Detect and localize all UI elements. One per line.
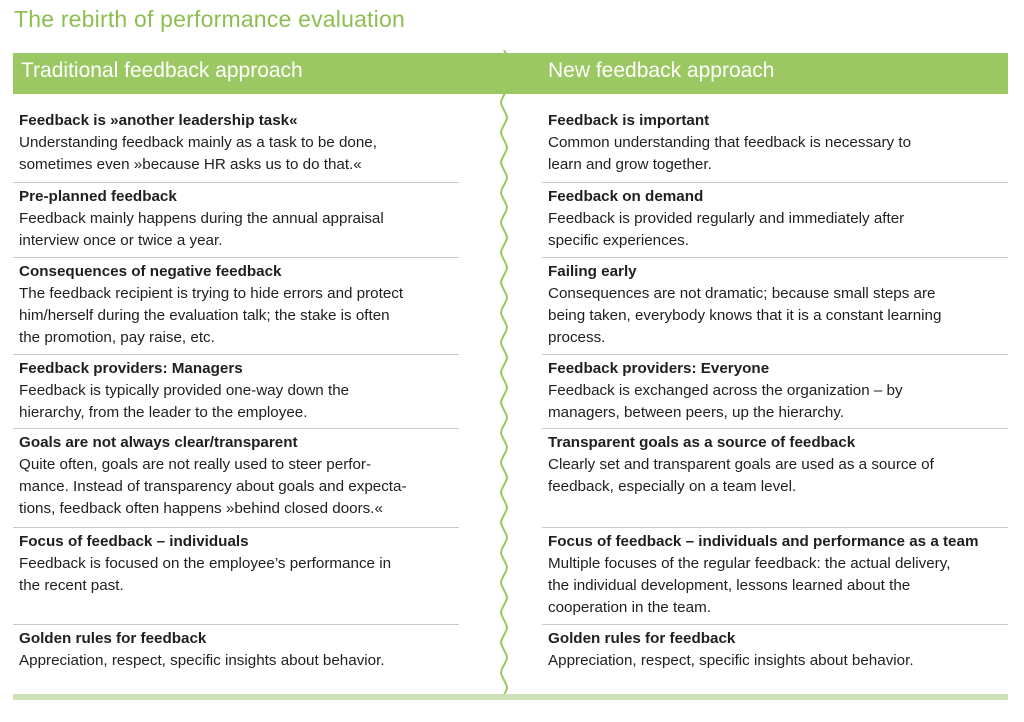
row-divider <box>13 624 459 625</box>
row-divider <box>13 527 459 528</box>
right-item-body: Appreciation, respect, specific insights… <box>548 652 914 669</box>
row-divider <box>13 182 459 183</box>
right-item-heading: Feedback is important <box>548 112 710 129</box>
left-item-heading: Pre-planned feedback <box>19 188 177 205</box>
right-item-2: Feedback on demand Feedback is provided … <box>542 186 1008 252</box>
right-item-heading: Transparent goals as a source of feedbac… <box>548 434 856 451</box>
row-divider <box>542 428 1008 429</box>
left-item-body: Quite often, goals are not really used t… <box>19 456 407 517</box>
left-item-body: Feedback is typically provided one-way d… <box>19 382 350 421</box>
left-item-7: Golden rules for feedback Appreciation, … <box>13 628 459 672</box>
right-item-1: Feedback is important Common understandi… <box>542 110 1008 176</box>
row-divider <box>542 624 1008 625</box>
left-item-5: Goals are not always clear/transparent Q… <box>13 432 459 520</box>
right-item-4: Feedback providers: Everyone Feedback is… <box>542 358 1008 424</box>
right-item-5: Transparent goals as a source of feedbac… <box>542 432 1008 498</box>
left-item-body: The feedback recipient is trying to hide… <box>19 285 404 346</box>
right-item-heading: Focus of feedback – individuals and perf… <box>548 533 979 550</box>
left-item-4: Feedback providers: Managers Feedback is… <box>13 358 459 424</box>
row-divider <box>542 527 1008 528</box>
right-item-body: Feedback is provided regularly and immed… <box>548 210 905 249</box>
row-divider <box>13 428 459 429</box>
column-header-band <box>13 53 1008 94</box>
left-item-body: Feedback is focused on the employee’s pe… <box>19 555 392 594</box>
left-item-1: Feedback is »another leadership task« Un… <box>13 110 459 176</box>
left-item-6: Focus of feedback – individuals Feedback… <box>13 531 459 597</box>
left-item-3: Consequences of negative feedback The fe… <box>13 261 459 349</box>
row-divider <box>13 354 459 355</box>
left-item-heading: Consequences of negative feedback <box>19 263 282 280</box>
left-item-heading: Golden rules for feedback <box>19 630 207 647</box>
right-item-body: Clearly set and transparent goals are us… <box>548 456 934 495</box>
left-item-body: Understanding feedback mainly as a task … <box>19 134 377 173</box>
right-item-heading: Feedback providers: Everyone <box>548 360 770 377</box>
right-item-body: Multiple focuses of the regular feedback… <box>548 555 951 616</box>
row-divider <box>13 257 459 258</box>
right-item-heading: Feedback on demand <box>548 188 704 205</box>
right-item-body: Consequences are not dramatic; because s… <box>548 285 942 346</box>
right-item-heading: Failing early <box>548 263 637 280</box>
right-item-7: Golden rules for feedback Appreciation, … <box>542 628 1008 672</box>
row-divider <box>542 182 1008 183</box>
left-item-body: Feedback mainly happens during the annua… <box>19 210 384 249</box>
right-item-3: Failing early Consequences are not drama… <box>542 261 1008 349</box>
right-column-header: New feedback approach <box>548 59 775 82</box>
right-item-6: Focus of feedback – individuals and perf… <box>542 531 1008 619</box>
wavy-divider <box>500 50 508 700</box>
left-column-header: Traditional feedback approach <box>21 59 303 82</box>
right-item-heading: Golden rules for feedback <box>548 630 736 647</box>
row-divider <box>542 257 1008 258</box>
left-item-heading: Feedback providers: Managers <box>19 360 243 377</box>
left-item-heading: Goals are not always clear/transparent <box>19 434 298 451</box>
left-item-2: Pre-planned feedback Feedback mainly hap… <box>13 186 459 252</box>
bottom-band <box>13 694 1008 700</box>
left-item-heading: Focus of feedback – individuals <box>19 533 249 550</box>
right-item-body: Common understanding that feedback is ne… <box>548 134 912 173</box>
left-item-body: Appreciation, respect, specific insights… <box>19 652 385 669</box>
left-item-heading: Feedback is »another leadership task« <box>19 112 298 129</box>
row-divider <box>542 354 1008 355</box>
right-item-body: Feedback is exchanged across the organiz… <box>548 382 903 421</box>
page-title: The rebirth of performance evaluation <box>14 6 405 32</box>
